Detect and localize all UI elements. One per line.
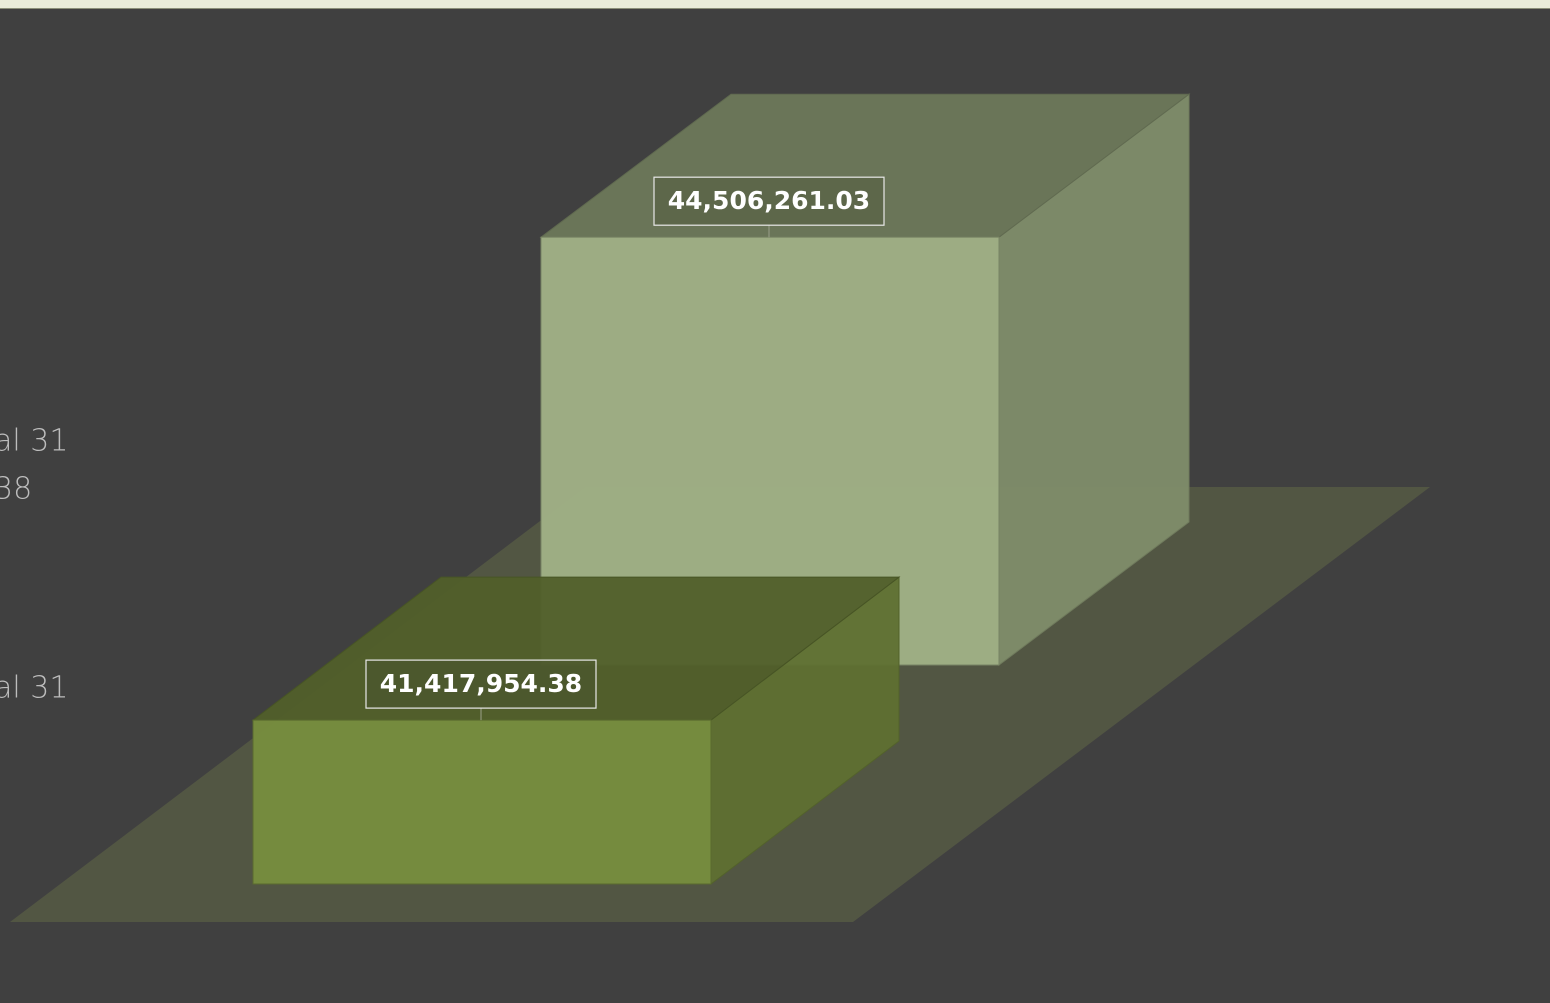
value-label-box [365, 659, 597, 709]
value-label: 44,506,261.03 [668, 186, 870, 215]
side-text: 38 [0, 472, 32, 507]
bar [252, 719, 712, 885]
top-strip [0, 0, 1550, 8]
side-text: al 31 [0, 424, 68, 459]
value-label-box [653, 176, 885, 226]
side-text: al 31 [0, 671, 68, 706]
value-label: 41,417,954.38 [380, 669, 582, 698]
